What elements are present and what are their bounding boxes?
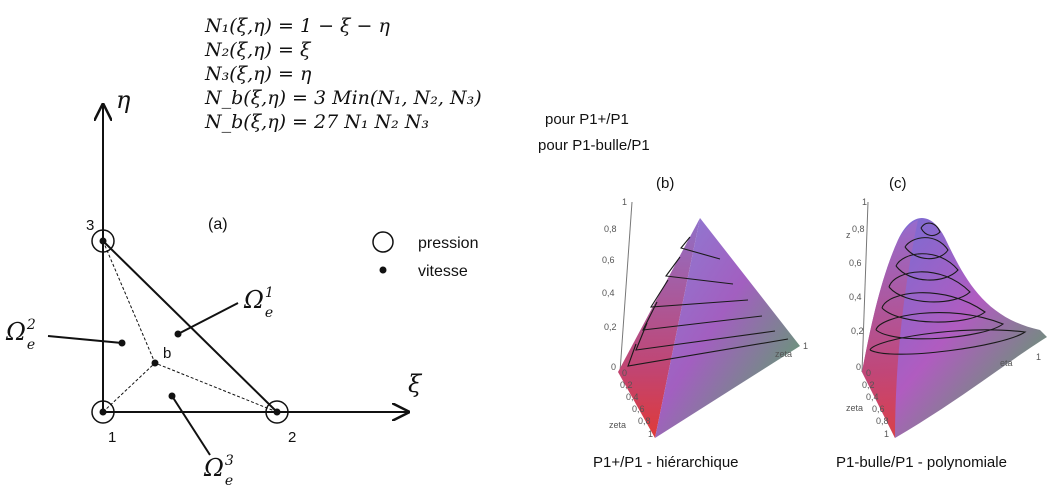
equation-n2: N₂(ξ,η) = ξ — [204, 39, 312, 61]
svg-text:0: 0 — [611, 362, 616, 372]
node-1-velocity — [99, 408, 107, 416]
legend-velocity-label: vitesse — [418, 263, 468, 280]
panel-c-eta-right: eta — [1000, 358, 1013, 368]
svg-text:0,6: 0,6 — [872, 404, 885, 414]
svg-text:0,6: 0,6 — [632, 404, 645, 414]
panel-c-vertical-axis — [861, 201, 869, 373]
node-2-label: 2 — [288, 429, 296, 446]
omega-leaders — [47, 302, 239, 456]
omega2-label: Ω2 e — [5, 317, 36, 353]
panel-b-contours — [627, 236, 789, 367]
pressure-nodes — [91, 229, 289, 424]
svg-text:0: 0 — [866, 368, 871, 378]
svg-text:0,4: 0,4 — [602, 288, 615, 298]
svg-text:0,6: 0,6 — [849, 258, 862, 268]
svg-text:0,2: 0,2 — [851, 326, 864, 336]
svg-text:0: 0 — [622, 368, 627, 378]
svg-text:0,8: 0,8 — [604, 224, 617, 234]
eta-axis-label: η — [116, 86, 131, 114]
svg-text:0,2: 0,2 — [604, 322, 617, 332]
svg-text:0,4: 0,4 — [866, 392, 879, 402]
panel-b-surface-right — [655, 218, 800, 438]
svg-text:1: 1 — [622, 197, 627, 207]
panel-b-right-tick: 1 — [803, 341, 808, 351]
panel-b-vertical-axis — [619, 201, 633, 373]
svg-text:0: 0 — [856, 362, 861, 372]
omega1-label: Ω1 e — [243, 285, 274, 321]
panel-c-caption: P1-bulle/P1 - polynomiale — [836, 454, 1007, 471]
note-p1-bulle: pour P1-bulle/P1 — [538, 137, 650, 154]
svg-text:0,6: 0,6 — [602, 255, 615, 265]
panel-b-zeta-right: zeta — [775, 349, 792, 359]
panel-c-contours — [869, 222, 1027, 355]
sub-triangle-edges — [102, 240, 278, 413]
panel-b-caption: P1+/P1 - hiérarchique — [593, 454, 739, 471]
panel-c-z-label: z — [846, 230, 851, 240]
svg-text:1: 1 — [862, 197, 867, 207]
panel-c-xticks: 0 0,2 0,4 0,6 0,8 1 — [862, 368, 889, 439]
svg-text:1: 1 — [648, 429, 653, 439]
panel-b-label: (b) — [656, 175, 674, 192]
panel-c-right-tick: 1 — [1036, 352, 1041, 362]
panel-c-label: (c) — [889, 175, 907, 192]
equation-nb-bulle: N_b(ξ,η) = 27 N₁ N₂ N₃ — [204, 111, 429, 133]
node-b-velocity — [151, 359, 159, 367]
triangle-hypotenuse — [102, 240, 278, 413]
node-3-velocity — [99, 237, 107, 245]
node-3-label: 3 — [86, 217, 94, 234]
panel-c: (c) 1 0,8 0,6 0,4 0,2 0 z 0 0,2 0,4 0 — [836, 175, 1047, 471]
legend: pression vitesse — [372, 231, 478, 280]
center-b-label: b — [163, 345, 171, 362]
panel-a: η ξ 1 2 3 b — [5, 86, 478, 489]
legend-velocity-symbol — [379, 266, 387, 274]
svg-text:0,8: 0,8 — [852, 224, 865, 234]
xi-axis-label: ξ — [408, 370, 423, 398]
panel-a-label: (a) — [208, 216, 228, 233]
equation-n1: N₁(ξ,η) = 1 − ξ − η — [204, 15, 391, 37]
panel-c-yticks: 1 0,8 0,6 0,4 0,2 0 — [849, 197, 867, 372]
equations-block: N₁(ξ,η) = 1 − ξ − η N₂(ξ,η) = ξ N₃(ξ,η) … — [204, 15, 482, 133]
node-2-velocity — [273, 408, 281, 416]
svg-text:0,2: 0,2 — [862, 380, 875, 390]
panel-b-zeta-left: zeta — [609, 420, 626, 430]
node-2-pressure — [265, 400, 289, 424]
legend-pressure-symbol — [372, 231, 394, 253]
svg-text:0,4: 0,4 — [626, 392, 639, 402]
legend-pressure-label: pression — [418, 235, 478, 252]
node-1-label: 1 — [108, 429, 116, 446]
equation-nb-p1plus: N_b(ξ,η) = 3 Min(N₁, N₂, N₃) — [204, 87, 482, 109]
svg-text:0,4: 0,4 — [849, 292, 862, 302]
omega3-label: Ω3 e — [203, 453, 234, 489]
panel-b-yticks: 1 0,8 0,6 0,4 0,2 0 — [602, 197, 627, 372]
panel-c-zeta-left: zeta — [846, 403, 863, 413]
node-3-pressure — [91, 229, 115, 253]
svg-text:0,2: 0,2 — [620, 380, 633, 390]
svg-text:0,8: 0,8 — [876, 416, 889, 426]
panel-b-xticks: 0 0,2 0,4 0,6 0,8 1 — [620, 368, 653, 439]
panel-b: (b) 1 0,8 0,6 0,4 0,2 0 0 0,2 0,4 — [593, 175, 808, 471]
note-p1plus: pour P1+/P1 — [545, 111, 629, 128]
svg-text:0,8: 0,8 — [638, 416, 651, 426]
equation-n3: N₃(ξ,η) = η — [204, 63, 312, 85]
node-1-pressure — [91, 400, 115, 424]
svg-text:1: 1 — [884, 429, 889, 439]
